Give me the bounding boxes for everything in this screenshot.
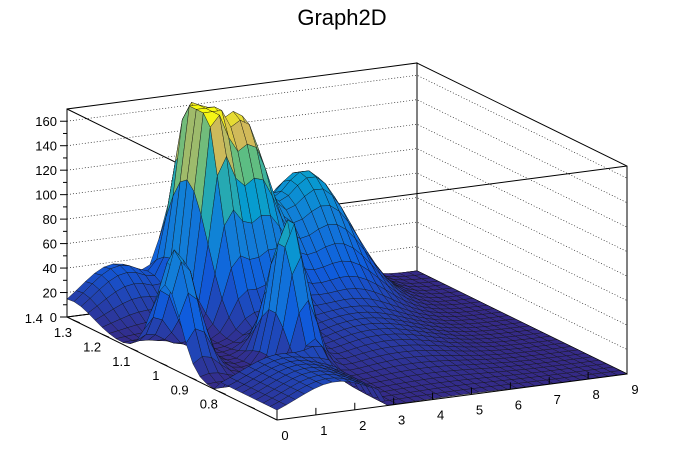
z-tick-label: 160 (35, 114, 57, 129)
y-tick-label: 1.1 (112, 354, 130, 369)
z-tick-label: 40 (43, 261, 57, 276)
z-tick-label: 60 (43, 237, 57, 252)
x-tick-label: 3 (398, 413, 405, 428)
z-tick-label: 20 (43, 286, 57, 301)
z-gridline (66, 74, 628, 179)
y-tick (72, 319, 81, 324)
z-gridline (66, 99, 628, 203)
z-gridline (66, 123, 628, 228)
y-tick (101, 333, 110, 338)
y-tick-label: 0.9 (171, 382, 189, 397)
y-tick-label: 0.8 (200, 397, 218, 412)
y-tick-label: 1 (152, 368, 159, 383)
axes: 0204060801001201401600.80.911.11.21.31.4… (25, 109, 639, 443)
y-tick-label: 1.3 (54, 325, 72, 340)
z-tick-label: 100 (35, 188, 57, 203)
x-tick-label: 1 (320, 423, 327, 438)
y-tick (189, 376, 197, 381)
chart-title: Graph2D (297, 5, 386, 30)
x-tick-label: 2 (359, 418, 366, 433)
x-tick-label: 5 (476, 402, 483, 417)
z-tick-label: 80 (43, 212, 57, 227)
y-tick (247, 405, 256, 410)
x-tick-label: 7 (554, 392, 561, 407)
x-tick-label: 8 (592, 387, 599, 402)
x-tick-label: 6 (515, 397, 522, 412)
y-tick-label: 1.4 (25, 311, 43, 326)
y-tick-label: 1.2 (83, 339, 101, 354)
x-tick-label: 0 (281, 428, 288, 443)
x-tick-label: 4 (437, 408, 444, 423)
y-tick (218, 390, 226, 395)
y-tick (130, 348, 139, 352)
z-tick-label: 140 (35, 139, 57, 154)
x-tick-label: 9 (631, 382, 638, 397)
x-axis-line (276, 373, 628, 421)
y-tick (160, 362, 168, 367)
surface-mesh (66, 101, 628, 411)
z-tick-label: 120 (35, 163, 57, 178)
z-tick-label: 0 (50, 310, 57, 325)
